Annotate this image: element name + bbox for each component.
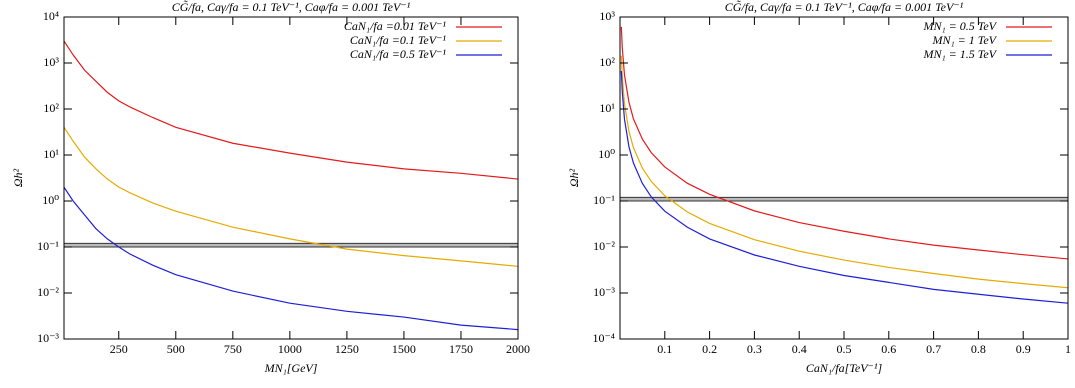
y-axis-label: Ωh² xyxy=(11,168,25,187)
x-tick-label: 250 xyxy=(110,342,128,356)
band xyxy=(619,196,1069,202)
series-line xyxy=(620,55,1069,289)
legend-label: MN₁ = 1.5 TeV xyxy=(923,47,998,61)
x-tick-label: 0.4 xyxy=(792,342,807,356)
series-line xyxy=(63,126,519,267)
y-tick-label: 10⁰ xyxy=(42,193,59,207)
x-tick-label: 1 xyxy=(1065,342,1071,356)
y-tick-label: 10⁻³ xyxy=(593,285,615,299)
legend-label: CaN₁/fa =0.01 TeV⁻¹ xyxy=(344,19,447,33)
x-tick-label: 0.3 xyxy=(747,342,762,356)
y-tick-label: 10² xyxy=(599,55,615,69)
y-axis-label: Ωh² xyxy=(567,168,581,187)
x-tick-label: 0.5 xyxy=(837,342,852,356)
legend-label: CaN₁/fa =0.5 TeV⁻¹ xyxy=(350,47,447,61)
series-line xyxy=(620,70,1069,304)
y-tick-label: 10⁻² xyxy=(593,239,615,253)
x-tick-label: 1000 xyxy=(278,342,302,356)
y-tick-label: 10⁻² xyxy=(37,285,59,299)
y-tick-label: 10⁴ xyxy=(43,9,59,23)
y-tick-label: 10⁻⁴ xyxy=(592,331,615,345)
y-tick-label: 10¹ xyxy=(43,147,59,161)
x-tick-label: 1500 xyxy=(392,342,416,356)
x-tick-label: 0.8 xyxy=(971,342,986,356)
y-tick-label: 10² xyxy=(43,101,59,115)
x-tick-label: 2000 xyxy=(506,342,530,356)
legend-label: MN₁ = 1 TeV xyxy=(932,33,998,47)
y-tick-label: 10¹ xyxy=(599,101,615,115)
y-tick-label: 10³ xyxy=(43,55,59,69)
y-tick-label: 10⁰ xyxy=(598,147,615,161)
x-tick-label: 1250 xyxy=(335,342,359,356)
x-tick-label: 0.1 xyxy=(657,342,672,356)
chart-title: CG̃/fa, Caγ/fa = 0.1 TeV⁻¹, Caφ/fa = 0.0… xyxy=(725,0,964,14)
series-line xyxy=(63,186,519,331)
x-axis-label: CaN₁/fa[TeV⁻¹] xyxy=(806,361,883,375)
x-tick-label: 0.7 xyxy=(926,342,941,356)
plot-frame xyxy=(619,16,1069,340)
x-axis-label: MN₁[GeV] xyxy=(264,361,318,375)
y-tick-label: 10⁻¹ xyxy=(593,193,615,207)
x-tick-label: 750 xyxy=(224,342,242,356)
y-tick-label: 10⁻¹ xyxy=(37,239,59,253)
chart-title: CG̃/fa, Caγ/fa = 0.1 TeV⁻¹, Caφ/fa = 0.0… xyxy=(172,0,411,14)
series-line xyxy=(63,40,519,180)
x-tick-label: 0.2 xyxy=(702,342,717,356)
legend-label: CaN₁/fa =0.1 TeV⁻¹ xyxy=(350,33,447,47)
x-tick-label: 0.6 xyxy=(881,342,896,356)
y-tick-label: 10⁻³ xyxy=(37,331,59,345)
y-tick-label: 10³ xyxy=(599,9,615,23)
x-tick-label: 1750 xyxy=(449,342,473,356)
series-line xyxy=(620,26,1069,260)
band xyxy=(63,242,519,248)
x-tick-label: 500 xyxy=(167,342,185,356)
x-tick-label: 0.9 xyxy=(1016,342,1031,356)
plot-frame xyxy=(63,16,519,340)
